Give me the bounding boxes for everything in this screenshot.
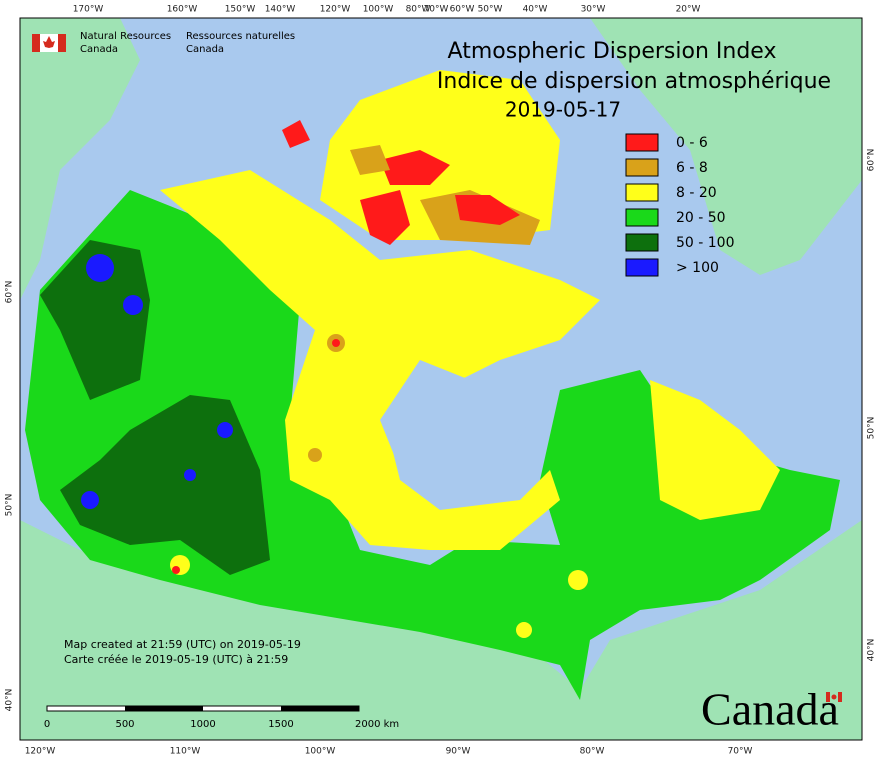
legend-label: 6 - 8: [676, 160, 708, 176]
flag-bar: [826, 692, 830, 702]
legend-swatch: [625, 183, 659, 202]
title: Atmospheric Dispersion Index: [448, 39, 777, 64]
blob-red: [332, 339, 340, 347]
latitude-label: 40°N: [867, 639, 877, 662]
latitude-label: 60°N: [5, 281, 15, 304]
longitude-label: 120°W: [320, 5, 351, 15]
note-created: Map created at 21:59 (UTC) on 2019-05-19: [64, 638, 301, 651]
longitude-label: 50°W: [478, 5, 503, 15]
arctic-orange: [350, 145, 390, 175]
arctic-red: [455, 195, 520, 225]
flag-bar: [838, 692, 842, 702]
longitude-label: 80°W: [406, 5, 431, 15]
wordmark: Canada: [701, 684, 839, 735]
longitude-label: 160°W: [167, 5, 198, 15]
longitude-label: 150°W: [225, 5, 256, 15]
latitude-label: 50°N: [867, 417, 877, 440]
scale-bar: 0 500 1000 1500 2000 km: [44, 705, 399, 730]
longitude-label: 140°W: [265, 5, 296, 15]
arctic-red: [360, 190, 410, 245]
longitude-label: 110°W: [170, 747, 201, 757]
legend-label: > 100: [676, 260, 719, 276]
legend-label: 20 - 50: [676, 210, 726, 226]
agency-fr: Canada: [186, 44, 224, 55]
blob-orange: [308, 448, 322, 462]
scale-label: 2000 km: [355, 719, 399, 730]
agency-en: Natural Resources: [80, 31, 171, 42]
note-created-fr: Carte créée le 2019-05-19 (UTC) à 21:59: [64, 653, 288, 666]
blob-blue: [123, 295, 143, 315]
legend-swatch: [625, 233, 659, 252]
scale-bar-segment: [125, 706, 203, 711]
legend-swatch: [625, 133, 659, 152]
longitude-label: 60°W: [450, 5, 475, 15]
blob-blue: [184, 469, 196, 481]
flag-bar: [58, 34, 66, 52]
hudson-bay: [380, 360, 530, 480]
longitude-label: 20°W: [676, 5, 701, 15]
scale-label: 1000: [190, 719, 215, 730]
legend-label: 8 - 20: [676, 185, 717, 201]
maple-leaf: [43, 36, 55, 48]
blob-yellow: [568, 570, 588, 590]
alaska: [20, 18, 140, 300]
agency-logo: Natural Resources Canada Ressources natu…: [32, 31, 295, 55]
longitude-label: 100°W: [305, 747, 336, 757]
graticule-labels: 170°W 160°W 150°W 140°W 120°W 100°W 80°W70°W 60…: [5, 5, 877, 757]
longitude-label: 40°W: [523, 5, 548, 15]
blob-blue: [217, 422, 233, 438]
agency-fr: Ressources naturelles: [186, 31, 295, 42]
blob-blue: [86, 254, 114, 282]
longitude-label: 30°W: [581, 5, 606, 15]
scale-label: 500: [115, 719, 134, 730]
flag-bar: [32, 34, 40, 52]
usa: [20, 520, 862, 740]
longitude-label: 100°W: [363, 5, 394, 15]
legend-swatch: [625, 258, 659, 277]
legend-label: 0 - 6: [676, 135, 708, 151]
arctic-red: [282, 120, 310, 148]
longitude-label: 80°W: [580, 747, 605, 757]
scale-bar-segment: [281, 706, 359, 711]
frame-border: [19, 17, 863, 741]
wordmark-flag: [826, 692, 842, 702]
blob-red: [172, 566, 180, 574]
longitude-label: 70°W: [424, 5, 449, 15]
map-frame: [19, 17, 863, 741]
latitude-label: 60°N: [867, 149, 877, 172]
blob-blue: [81, 491, 99, 509]
longitude-label: 170°W: [73, 5, 104, 15]
title-fr: Indice de dispersion atmosphérique: [437, 69, 831, 94]
labrador-yellow: [650, 380, 780, 520]
latitude-label: 40°N: [5, 689, 15, 712]
legend-swatch: [625, 208, 659, 227]
canada-dark: [60, 395, 270, 575]
longitude-label: 120°W: [25, 747, 56, 757]
canada-dark: [40, 240, 150, 400]
legend-swatch: [625, 158, 659, 177]
agency-en: Canada: [80, 44, 118, 55]
maple-leaf: [831, 694, 837, 700]
legend: 0 - 6 6 - 8 8 - 20 20 - 50 50 - 100 > 100: [625, 133, 735, 277]
latitude-label: 50°N: [5, 494, 15, 517]
blob-yellow: [516, 622, 532, 638]
arctic-red: [380, 150, 450, 185]
longitude-label: 70°W: [728, 747, 753, 757]
legend-label: 50 - 100: [676, 235, 735, 251]
scale-label: 1500: [268, 719, 293, 730]
greenland: [590, 18, 862, 275]
canada-yellow: [160, 170, 600, 550]
date: 2019-05-17: [505, 98, 621, 122]
longitude-label: 90°W: [446, 747, 471, 757]
scale-label: 0: [44, 719, 50, 730]
